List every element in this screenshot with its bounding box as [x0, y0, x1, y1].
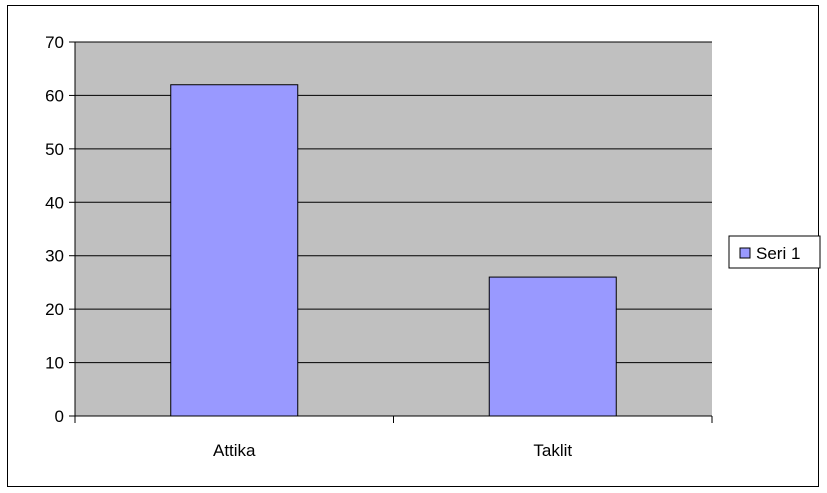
legend-label: Seri 1 [756, 244, 800, 263]
y-tick-label: 60 [45, 86, 64, 105]
bar-taklit [488, 276, 617, 417]
y-tick-label: 40 [45, 193, 64, 212]
y-tick-label: 30 [45, 247, 64, 266]
y-tick-label: 10 [45, 354, 64, 373]
legend-swatch [739, 247, 751, 259]
y-tick-label: 70 [45, 33, 64, 52]
axes [69, 41, 713, 423]
x-tick-labels: Attika Taklit [213, 441, 572, 460]
y-tick-label: 0 [55, 407, 64, 426]
x-tick-label: Taklit [533, 441, 572, 460]
y-tick-label: 50 [45, 140, 64, 159]
bar-attika [170, 84, 299, 417]
legend: Seri 1 [728, 235, 821, 269]
y-tick-label: 20 [45, 300, 64, 319]
y-tick-labels: 0 10 20 30 40 50 60 70 [45, 33, 64, 426]
x-tick-label: Attika [213, 441, 256, 460]
